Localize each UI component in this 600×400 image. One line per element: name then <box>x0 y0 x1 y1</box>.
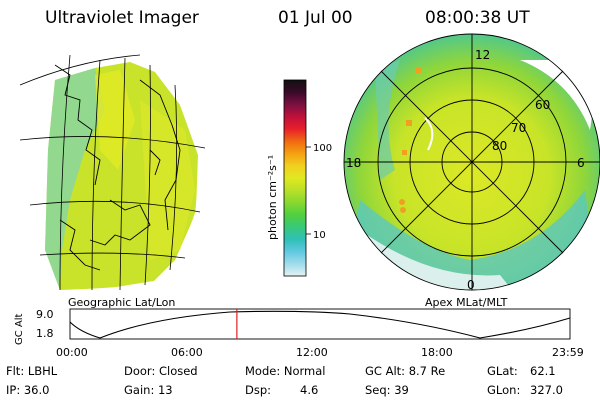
colorbar-ticks <box>306 146 311 235</box>
mlat-label-70: 70 <box>511 121 526 135</box>
info-dsp-label: Dsp: <box>245 383 272 397</box>
orbit-xtick-0000: 00:00 <box>56 346 88 359</box>
geographic-map <box>19 54 206 291</box>
mlt-label-18: 18 <box>346 156 361 170</box>
info-glon-value: 327.0 <box>530 383 563 397</box>
polar-markers <box>399 68 421 213</box>
mlt-label-6: 6 <box>577 156 585 170</box>
info-ip: IP: 36.0 <box>6 383 50 397</box>
mlt-label-12: 12 <box>475 48 490 62</box>
info-glon-label: GLon: <box>487 383 521 397</box>
info-gc-alt: GC Alt: 8.7 Re <box>365 364 446 378</box>
info-gain: Gain: 13 <box>124 383 173 397</box>
instrument-title: Ultraviolet Imager <box>45 8 199 28</box>
geo-grid <box>19 54 206 291</box>
mlat-label-80: 80 <box>492 139 507 153</box>
orbit-xtick-2359: 23:59 <box>552 346 584 359</box>
info-glat-label: GLat: <box>487 364 518 378</box>
polar-plot <box>343 33 600 291</box>
coastlines <box>54 64 181 271</box>
colorbar-tick-100: 100 <box>313 143 332 154</box>
orbit-ylabel: GC Alt <box>14 313 25 345</box>
mlat-label-60: 60 <box>535 98 550 112</box>
time-label: 08:00:38 UT <box>425 8 530 28</box>
info-flt: Flt: LBHL <box>6 364 58 378</box>
info-mode: Mode: Normal <box>245 364 326 378</box>
info-seq: Seq: 39 <box>365 383 409 397</box>
orbit-xtick-0600: 06:00 <box>171 346 203 359</box>
polar-arc <box>424 117 434 151</box>
polar-panel-label: Apex MLat/MLT <box>425 296 508 309</box>
orbit-ytick-9: 9.0 <box>36 308 54 321</box>
colorbar-tick-10: 10 <box>313 230 326 241</box>
info-glat-value: 62.1 <box>530 364 556 378</box>
colorbar <box>283 79 307 277</box>
polar-grid <box>343 33 600 291</box>
orbit-xtick-1800: 18:00 <box>421 346 453 359</box>
mlt-label-0: 0 <box>467 278 475 292</box>
orbit-plot-frame <box>69 308 571 340</box>
orbit-altitude-curve <box>69 310 571 339</box>
orbit-xtick-1200: 12:00 <box>296 346 328 359</box>
info-dsp-value: 4.6 <box>300 383 319 397</box>
date-label: 01 Jul 00 <box>278 8 353 28</box>
orbit-ytick-1-8: 1.8 <box>36 327 54 340</box>
info-door: Door: Closed <box>124 364 198 378</box>
geographic-panel-label: Geographic Lat/Lon <box>68 296 175 309</box>
orbit-plot <box>69 308 571 340</box>
colorbar-unit-label: photon cm⁻²s⁻¹ <box>266 155 279 240</box>
